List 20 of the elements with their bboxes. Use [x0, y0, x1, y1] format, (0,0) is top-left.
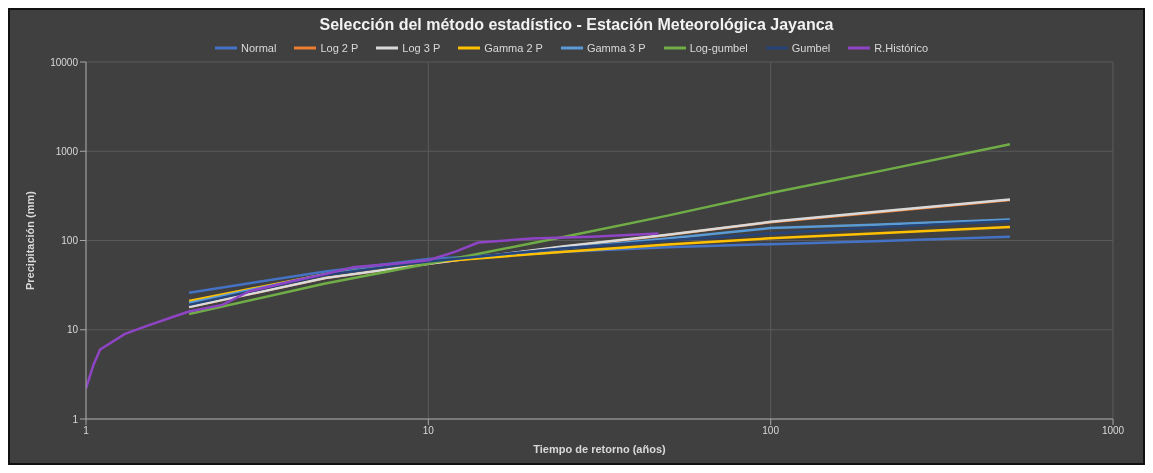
chart-title: Selección del método estadístico - Estación Meteorológica Jayanca — [318, 15, 835, 35]
y-tick-label: 1 — [72, 413, 79, 425]
x-tick-label: 10 — [422, 425, 435, 437]
legend-label: Gamma 3 P — [585, 42, 646, 54]
legend-label: Normal — [239, 42, 277, 54]
legend-label: Gamma 2 P — [483, 42, 543, 54]
y-axis-title: Precipitación (mm) — [23, 190, 36, 291]
y-tick-label: 1000 — [55, 145, 79, 157]
x-axis-title: Tiempo de retorno (años) — [533, 443, 667, 455]
x-tick-label: 1 — [83, 425, 90, 437]
y-tick-label: 10 — [66, 324, 79, 336]
y-tick-label: 10000 — [50, 56, 79, 68]
legend-label: R.Histórico — [873, 42, 929, 54]
y-tick-label: 100 — [61, 235, 79, 247]
x-tick-label: 100 — [762, 425, 780, 437]
x-tick-label: 1000 — [1101, 425, 1125, 437]
legend-label: Gumbel — [790, 42, 831, 54]
legend-label: Log 2 P — [319, 42, 359, 54]
legend-label: Log-gumbel — [688, 42, 748, 54]
legend-label: Log 3 P — [401, 42, 441, 54]
